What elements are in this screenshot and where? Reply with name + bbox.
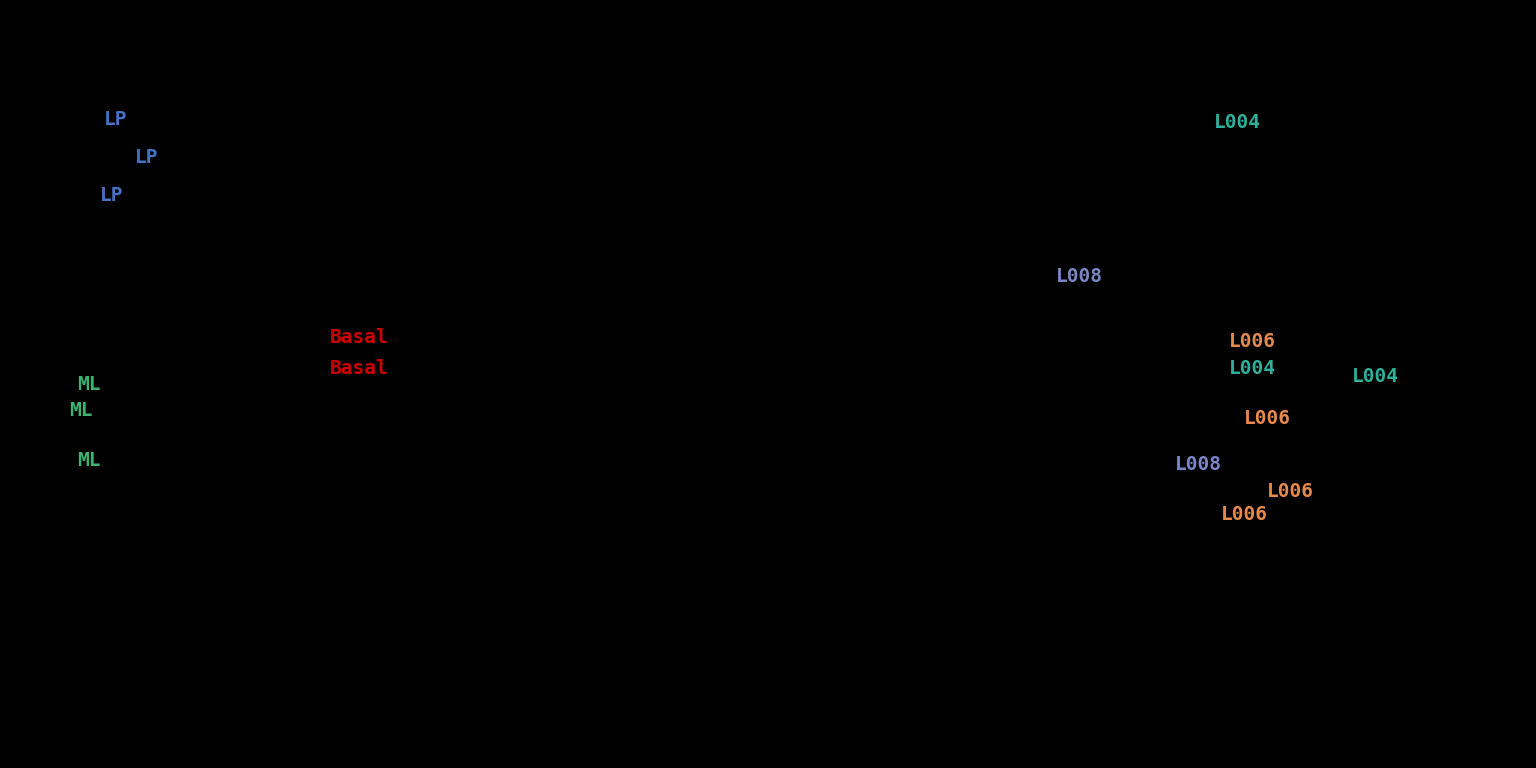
Text: LP: LP xyxy=(100,187,123,205)
Text: Basal: Basal xyxy=(330,359,389,378)
Text: ML: ML xyxy=(77,452,100,470)
Text: L004: L004 xyxy=(1352,367,1399,386)
Text: L006: L006 xyxy=(1221,505,1269,524)
Text: L008: L008 xyxy=(1057,267,1103,286)
Text: L004: L004 xyxy=(1213,114,1261,132)
Text: LP: LP xyxy=(104,110,127,128)
Text: L006: L006 xyxy=(1229,333,1276,351)
Text: Basal: Basal xyxy=(330,329,389,347)
Text: L008: L008 xyxy=(1175,455,1223,474)
Text: L006: L006 xyxy=(1244,409,1292,428)
Text: L004: L004 xyxy=(1229,359,1276,378)
Text: L006: L006 xyxy=(1267,482,1315,501)
Text: ML: ML xyxy=(69,402,92,420)
Text: LP: LP xyxy=(134,148,158,167)
Text: ML: ML xyxy=(77,375,100,393)
